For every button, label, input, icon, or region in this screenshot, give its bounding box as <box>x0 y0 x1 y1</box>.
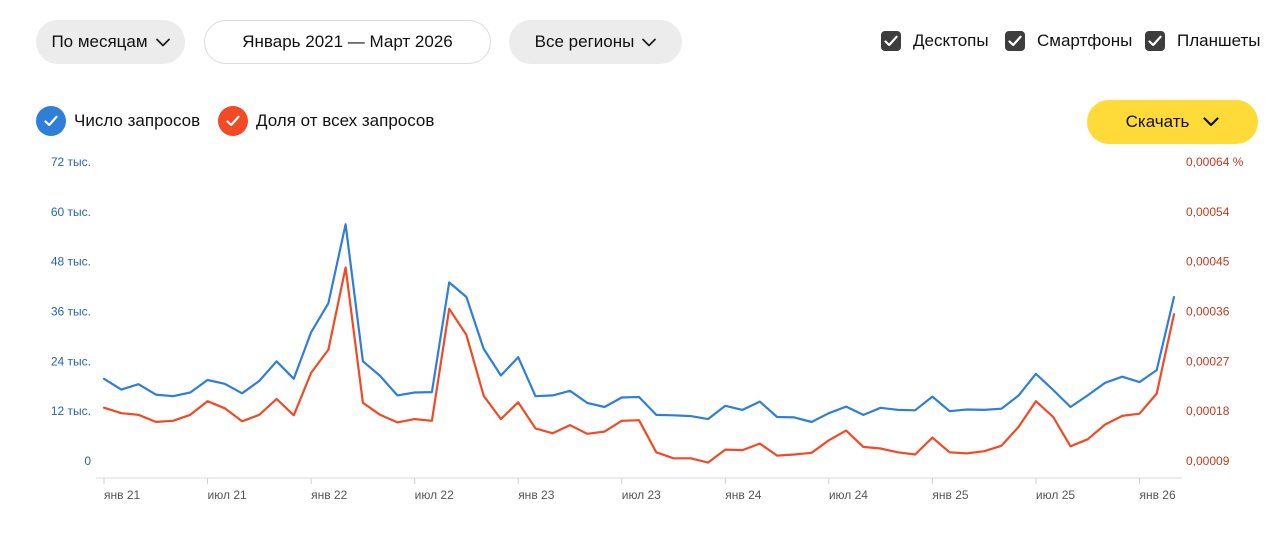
date-range-picker[interactable]: Январь 2021 — Март 2026 <box>204 20 491 64</box>
chevron-down-icon <box>1203 117 1219 127</box>
legend-label: Число запросов <box>74 111 201 130</box>
y-tick-right: 0,00027 <box>1186 354 1230 368</box>
y-tick-left: 48 тыс. <box>51 255 91 269</box>
legend-toggle-requests[interactable]: Число запросов <box>36 106 200 136</box>
y-axis-left: 0 12 тыс. 24 тыс. 36 тыс. 48 тыс. 60 тыс. 72 т… <box>51 155 91 468</box>
y-tick-left: 24 тыс. <box>51 354 91 368</box>
y-tick-right: 0,00045 <box>1186 255 1230 269</box>
legend-toggle-share[interactable]: Доля от всех запросов <box>218 106 434 136</box>
download-button[interactable]: Скачать <box>1087 100 1258 144</box>
x-tick-label: янв 25 <box>932 488 969 502</box>
device-checkbox-desktop[interactable]: Десктопы <box>881 31 989 51</box>
period-select[interactable]: По месяцам <box>36 20 185 64</box>
y-tick-left: 60 тыс. <box>51 205 91 219</box>
y-tick-right: 0,00054 <box>1186 205 1230 219</box>
series-line-requests <box>102 223 1176 424</box>
region-select[interactable]: Все регионы <box>509 20 682 64</box>
check-icon <box>1005 31 1025 51</box>
x-tick-label: июл 21 <box>208 488 247 502</box>
region-select-label: Все регионы <box>534 32 635 51</box>
x-tick-label: янв 23 <box>518 488 555 502</box>
x-tick-label: июл 23 <box>622 488 661 502</box>
download-label: Скачать <box>1125 112 1190 131</box>
device-label: Планшеты <box>1177 31 1261 50</box>
device-checkbox-smartphone[interactable]: Смартфоны <box>1005 31 1132 51</box>
series-lines <box>102 223 1176 464</box>
y-tick-right: 0,00036 <box>1186 305 1230 319</box>
chevron-down-icon <box>155 38 170 46</box>
period-select-label: По месяцам <box>51 32 148 51</box>
check-icon <box>881 31 901 51</box>
series-line-share <box>102 266 1176 464</box>
legend-label: Доля от всех запросов <box>256 111 435 130</box>
y-tick-left: 36 тыс. <box>51 305 91 319</box>
y-tick-left: 12 тыс. <box>51 404 91 418</box>
x-tick-label: янв 22 <box>311 488 348 502</box>
chevron-down-icon <box>642 38 657 46</box>
y-tick-left: 72 тыс. <box>51 155 91 169</box>
x-tick-label: июл 24 <box>829 488 868 502</box>
x-tick-label: янв 26 <box>1139 488 1176 502</box>
date-range-label: Январь 2021 — Март 2026 <box>242 32 453 51</box>
x-tick-label: янв 21 <box>104 488 141 502</box>
device-checkbox-tablet[interactable]: Планшеты <box>1145 31 1261 51</box>
x-tick-label: июл 25 <box>1036 488 1075 502</box>
device-label: Десктопы <box>913 31 989 50</box>
y-tick-right: 0,00064 % <box>1186 155 1244 169</box>
x-tick-label: июл 22 <box>415 488 454 502</box>
y-tick-right: 0,00018 <box>1186 404 1230 418</box>
check-icon <box>1145 31 1165 51</box>
check-icon <box>218 106 248 136</box>
x-axis: янв 21 июл 21 янв 22 июл 22 янв 23 июл 23 янв … <box>103 478 1176 502</box>
y-axis-right: 0,00009 0,00018 0,00027 0,00036 0,00045 0,000… <box>1186 155 1244 468</box>
device-label: Смартфоны <box>1037 31 1133 50</box>
check-icon <box>36 106 66 136</box>
y-tick-right: 0,00009 <box>1186 454 1230 468</box>
x-tick-label: янв 24 <box>725 488 762 502</box>
y-tick-left: 0 <box>84 454 91 468</box>
